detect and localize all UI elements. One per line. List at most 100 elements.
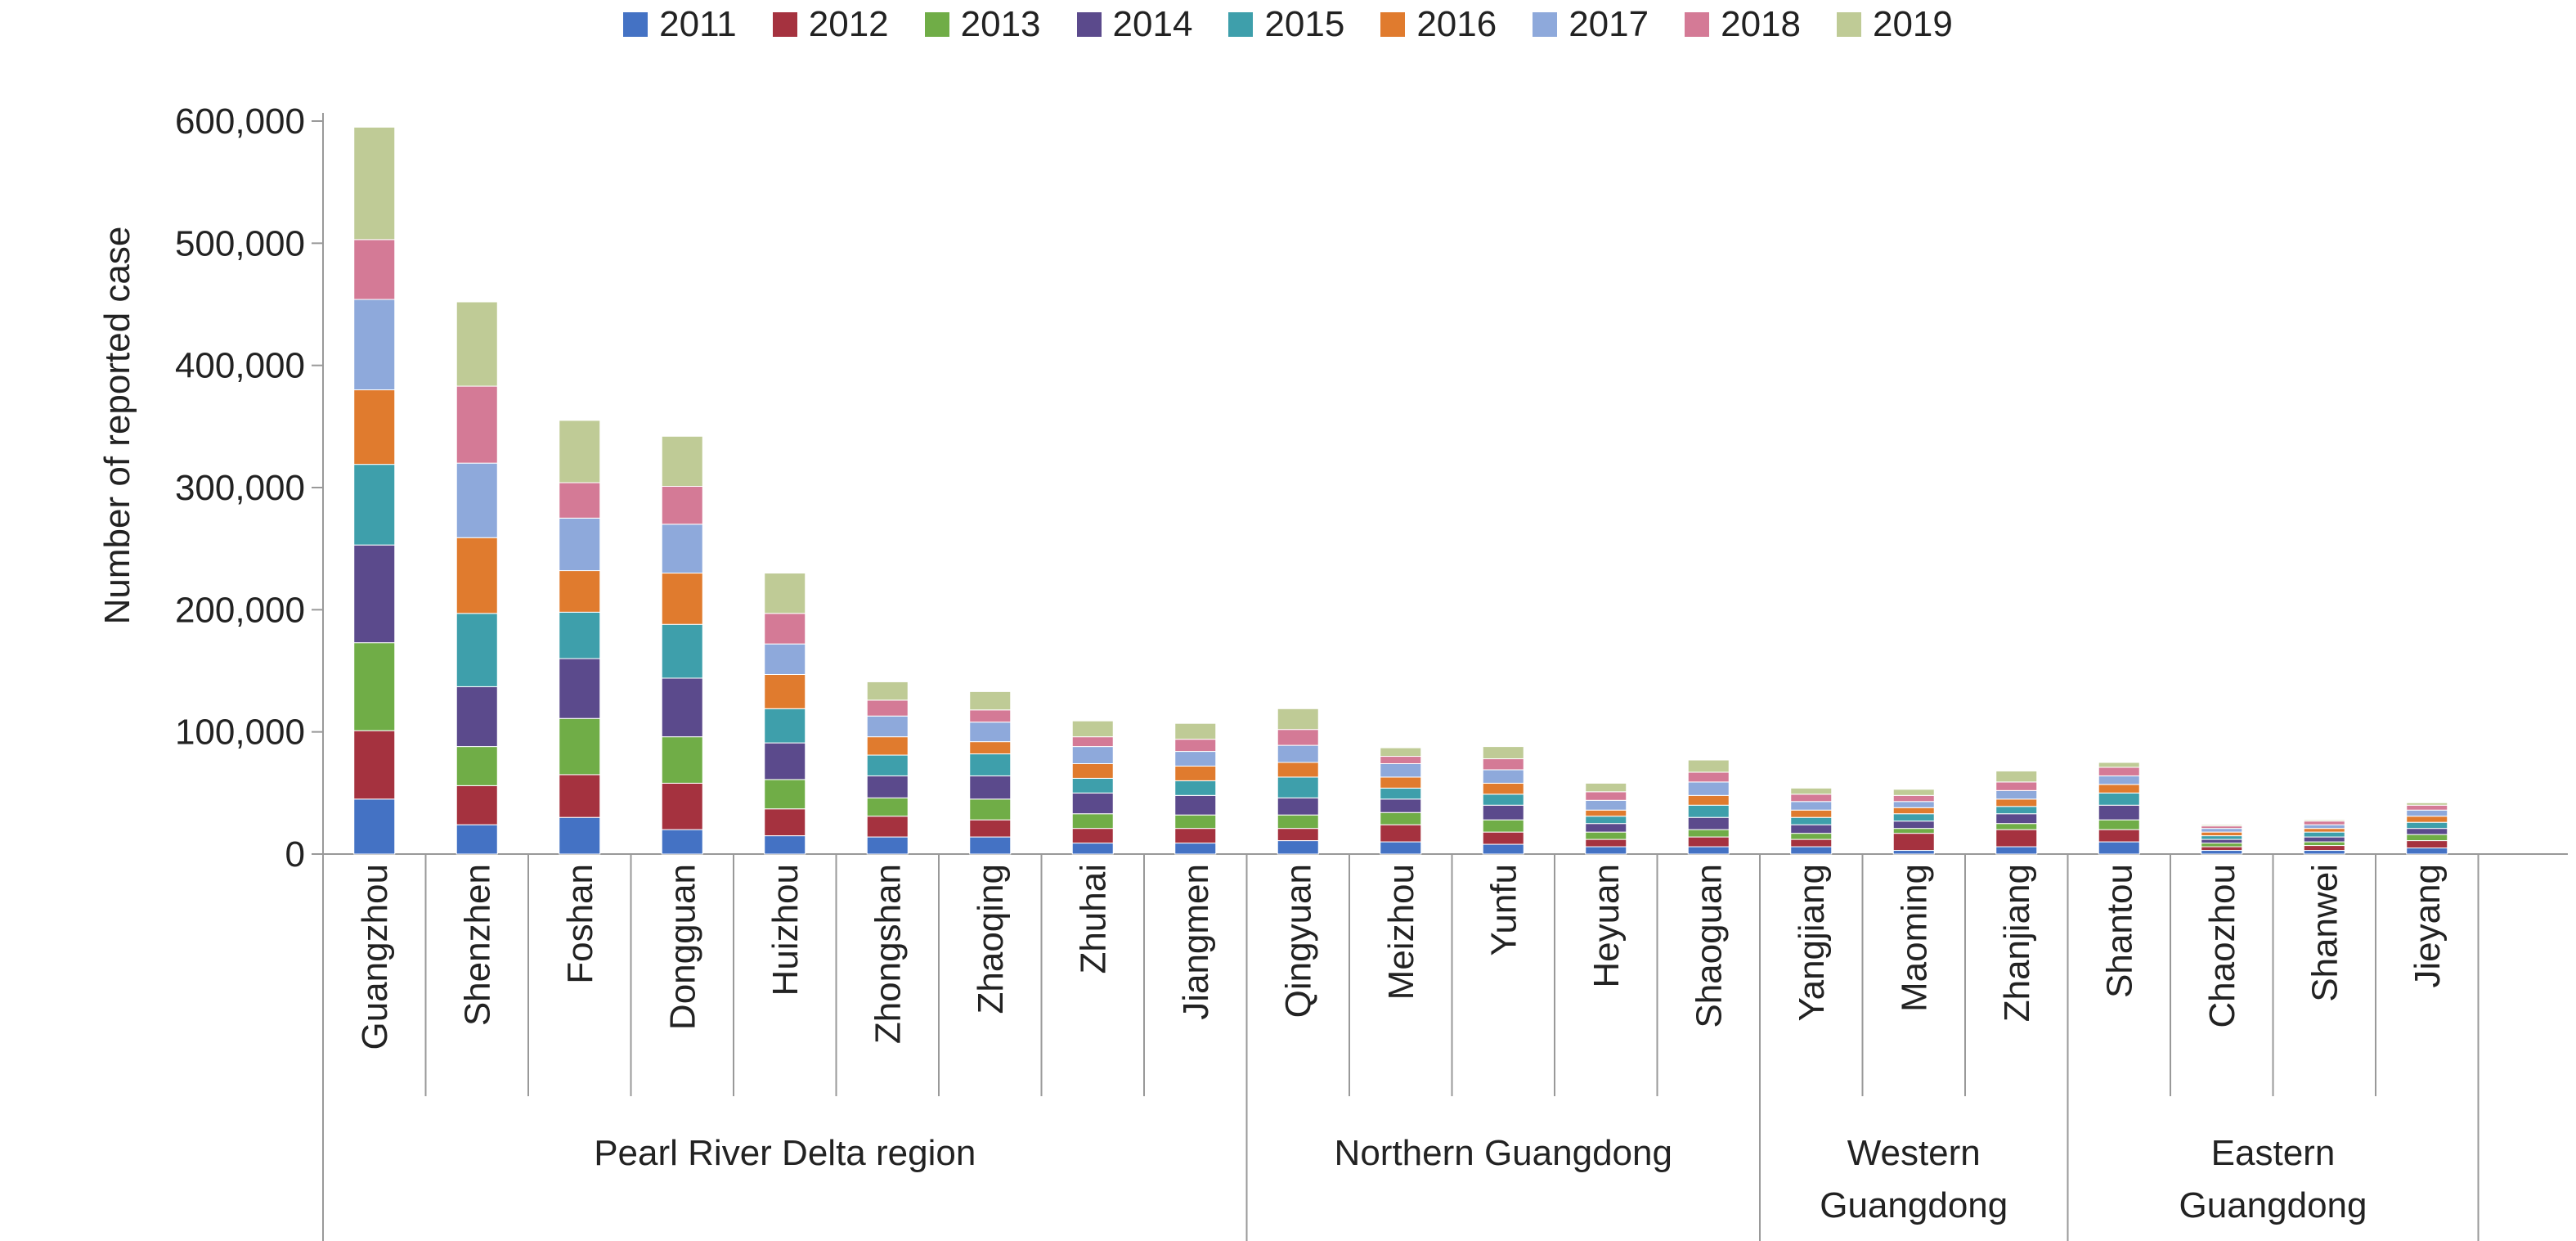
x-category-label: Shantou [2099, 864, 2139, 998]
bar-segment-Qingyuan-2017 [1277, 744, 1319, 763]
x-category-label: Shenzhen [457, 864, 497, 1026]
bar-segment-Zhanjiang-2018 [1995, 781, 2038, 791]
bar-segment-Jiangmen-2017 [1174, 751, 1217, 767]
bar-segment-Zhongshan-2016 [866, 736, 909, 756]
x-category-label: Shaoguan [1689, 864, 1729, 1028]
bar-segment-Shanwei-2013 [2303, 841, 2345, 847]
legend-label: 2018 [1721, 4, 1801, 44]
bar-segment-Shaoguan-2018 [1687, 771, 1730, 783]
x-category-label: Zhongshan [868, 864, 908, 1044]
x-category-label: Foshan [560, 864, 600, 984]
bar-segment-Jieyang-2015 [2406, 821, 2448, 830]
bar-segment-Foshan-2018 [559, 482, 601, 519]
bar-segment-Jiangmen-2012 [1174, 828, 1217, 844]
bar-segment-Dongguan-2016 [661, 573, 703, 625]
bar-segment-Meizhou-2019 [1380, 747, 1422, 758]
bar-segment-Jieyang-2017 [2406, 809, 2448, 817]
chart-bars [353, 126, 2448, 855]
y-tick-label: 0 [285, 834, 305, 875]
bar-segment-Meizhou-2014 [1380, 798, 1422, 813]
bar-segment-Qingyuan-2018 [1277, 729, 1319, 746]
bar-segment-Maoming-2012 [1892, 833, 1935, 852]
bar-segment-Maoming-2019 [1892, 789, 1935, 796]
bar-segment-Chaozhou-2014 [2201, 839, 2243, 844]
bar-segment-Shaoguan-2011 [1687, 846, 1730, 855]
bar-segment-Jiangmen-2019 [1174, 722, 1217, 740]
bar-segment-Zhongshan-2014 [866, 775, 909, 798]
bar-segment-Dongguan-2015 [661, 623, 703, 679]
bar-segment-Yunfu-2019 [1482, 746, 1524, 760]
legend-swatch [1836, 12, 1861, 37]
y-axis-label: Number of reported case [97, 227, 137, 625]
x-axis-category-labels: Guangzhou Shenzhen Foshan Dongguan Huizhou Zh… [322, 854, 2480, 1096]
bar-segment-Meizhou-2015 [1380, 787, 1422, 800]
bar-segment-Shenzhen-2012 [456, 785, 498, 825]
bar-segment-Dongguan-2014 [661, 677, 703, 738]
bar-segment-Maoming-2015 [1892, 813, 1935, 822]
bar-segment-Zhanjiang-2016 [1995, 798, 2038, 807]
bar-segment-Shenzhen-2019 [456, 301, 498, 387]
bar-segment-Guangzhou-2017 [353, 299, 396, 391]
legend-label: 2011 [659, 4, 737, 44]
bar-segment-Foshan-2016 [559, 570, 601, 613]
bar-segment-Shanwei-2019 [2303, 819, 2345, 822]
bar-segment-Huizhou-2016 [764, 673, 806, 709]
bar-segment-Zhaoqing-2019 [969, 690, 1012, 711]
bar-segment-Zhuhai-2014 [1071, 792, 1114, 815]
bar-segment-Dongguan-2011 [661, 829, 703, 855]
bar-segment-Shantou-2011 [2098, 841, 2140, 855]
bar-segment-Maoming-2016 [1892, 807, 1935, 815]
y-tick-label: 400,000 [175, 346, 305, 386]
legend-swatch [772, 12, 797, 37]
bar-segment-Huizhou-2012 [764, 808, 806, 837]
bar-segment-Zhaoqing-2018 [969, 709, 1012, 723]
bar-segment-Foshan-2015 [559, 611, 601, 659]
bar-segment-Chaozhou-2016 [2201, 831, 2243, 837]
bar-segment-Jiangmen-2018 [1174, 739, 1217, 753]
bar-segment-Jieyang-2012 [2406, 840, 2448, 849]
legend-swatch [1076, 12, 1102, 37]
bar-segment-Maoming-2011 [1892, 850, 1935, 855]
x-category-label: Guangzhou [355, 864, 395, 1050]
legend-item-2015: 2015 [1228, 4, 1344, 45]
bar-segment-Qingyuan-2012 [1277, 828, 1319, 842]
legend-item-2014: 2014 [1076, 4, 1192, 45]
bar-segment-Zhaoqing-2012 [969, 819, 1012, 838]
bar-segment-Shaoguan-2015 [1687, 804, 1730, 818]
x-category-label: Yunfu [1483, 864, 1524, 956]
y-tick-label: 100,000 [175, 713, 305, 753]
legend-item-2018: 2018 [1685, 4, 1801, 45]
bar-segment-Guangzhou-2011 [353, 798, 396, 855]
bar-segment-Shenzhen-2011 [456, 824, 498, 855]
bar-segment-Shantou-2012 [2098, 829, 2140, 843]
x-category-label: Huizhou [765, 864, 806, 996]
x-category-label: Heyuan [1586, 864, 1627, 988]
bar-segment-Zhongshan-2018 [866, 699, 909, 717]
legend-swatch [924, 12, 949, 37]
x-category-label: Zhaoqing [971, 864, 1011, 1014]
bar-segment-Yangjiang-2011 [1790, 846, 1833, 855]
bar-segment-Yangjiang-2018 [1790, 794, 1833, 803]
bar-segment-Foshan-2011 [559, 816, 601, 855]
bar-segment-Heyuan-2013 [1585, 831, 1627, 840]
bar-segment-Yunfu-2012 [1482, 831, 1524, 845]
bar-segment-Guangzhou-2018 [353, 239, 396, 300]
legend-label: 2013 [960, 4, 1041, 44]
bar-segment-Guangzhou-2016 [353, 389, 396, 465]
legend-swatch [1380, 12, 1406, 37]
bar-segment-Chaozhou-2012 [2201, 846, 2243, 852]
bar-segment-Foshan-2019 [559, 420, 601, 483]
bar-segment-Maoming-2014 [1892, 821, 1935, 830]
bar-segment-Guangzhou-2014 [353, 544, 396, 644]
legend-item-2017: 2017 [1533, 4, 1649, 45]
bar-segment-Zhongshan-2015 [866, 754, 909, 776]
bar-segment-Heyuan-2012 [1585, 839, 1627, 848]
bar-segment-Zhuhai-2016 [1071, 762, 1114, 779]
bar-segment-Guangzhou-2012 [353, 730, 396, 800]
bar-segment-Zhanjiang-2014 [1995, 813, 2038, 825]
bar-segment-Zhuhai-2011 [1071, 843, 1114, 855]
bar-segment-Zhaoqing-2015 [969, 753, 1012, 776]
bar-segment-Dongguan-2019 [661, 435, 703, 488]
bar-segment-Shaoguan-2012 [1687, 836, 1730, 848]
bar-segment-Shaoguan-2013 [1687, 829, 1730, 838]
